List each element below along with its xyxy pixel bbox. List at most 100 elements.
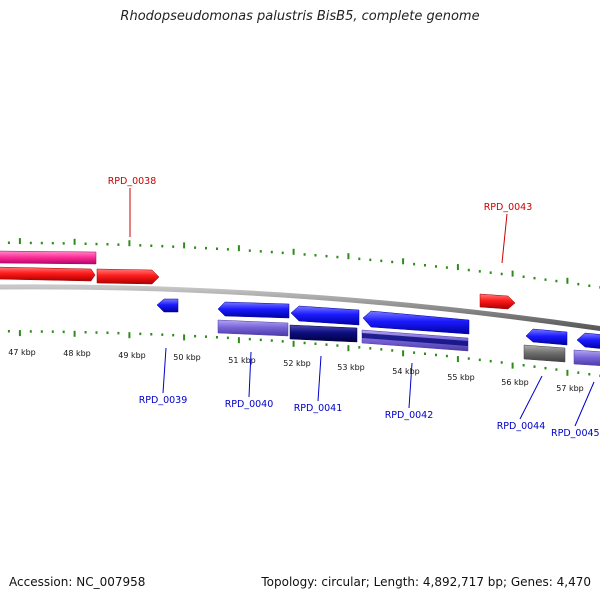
label-leaders	[129, 188, 595, 427]
minor-tick	[303, 341, 306, 345]
kbp-label: 55 kbp	[447, 373, 475, 382]
kbp-label: 53 kbp	[337, 363, 365, 372]
gene-label-reverse[interactable]: RPD_0044	[497, 421, 546, 432]
minor-tick	[445, 354, 448, 358]
major-tick	[347, 345, 350, 352]
major-tick	[183, 334, 186, 341]
minor-tick	[270, 339, 273, 342]
gene-arrow-lavender[interactable]	[217, 319, 289, 337]
gene-arrow-red[interactable]	[0, 266, 96, 282]
gene-arrow-blue[interactable]	[525, 328, 568, 346]
major-tick	[237, 337, 240, 344]
gene-arrow-blue[interactable]	[362, 310, 470, 335]
minor-tick	[62, 242, 65, 245]
minor-tick	[259, 250, 262, 253]
accession-text: Accession: NC_007958	[9, 575, 146, 589]
gene-label-reverse[interactable]: RPD_0042	[385, 410, 434, 421]
major-tick	[292, 340, 295, 347]
gene-label-reverse[interactable]: RPD_0045	[551, 428, 600, 439]
gene-arrow-blue[interactable]	[576, 332, 600, 349]
minor-tick	[161, 333, 164, 336]
genome-backbone	[0, 284, 600, 332]
minor-tick	[281, 340, 284, 343]
minor-tick	[555, 368, 558, 371]
leader-line	[317, 355, 322, 402]
leader-line	[519, 375, 543, 420]
kbp-label: 51 kbp	[228, 356, 256, 365]
minor-tick	[336, 344, 339, 347]
minor-tick	[40, 241, 43, 245]
minor-tick	[194, 334, 197, 338]
minor-tick	[478, 270, 481, 273]
major-tick	[128, 332, 131, 339]
gene-arrow-lavender[interactable]	[573, 349, 600, 366]
minor-tick	[84, 331, 87, 334]
minor-tick	[391, 349, 394, 352]
minor-tick	[248, 337, 251, 341]
gene-arrow-blue[interactable]	[156, 298, 179, 313]
gene-arrow-red[interactable]	[479, 293, 516, 310]
minor-tick	[270, 250, 273, 254]
minor-tick	[467, 357, 470, 360]
major-tick	[566, 277, 569, 284]
kbp-label: 57 kbp	[556, 384, 584, 393]
minor-tick	[51, 241, 54, 245]
gene-arrow-blue[interactable]	[290, 305, 360, 326]
gene-label-reverse[interactable]: RPD_0039	[139, 395, 188, 406]
minor-tick	[424, 352, 426, 355]
minor-tick	[369, 258, 372, 262]
minor-tick	[533, 365, 536, 368]
minor-tick	[533, 276, 536, 280]
minor-tick	[358, 346, 361, 349]
minor-tick	[226, 336, 229, 340]
minor-tick	[325, 254, 328, 258]
gene-label-reverse[interactable]: RPD_0041	[294, 403, 343, 414]
major-tick	[511, 270, 514, 277]
minor-tick	[281, 251, 284, 255]
minor-tick	[172, 333, 175, 337]
gene-label-forward[interactable]: RPD_0043	[484, 202, 533, 213]
minor-tick	[216, 336, 218, 339]
major-tick	[511, 362, 514, 369]
genome-summary-text: Topology: circular; Length: 4,892,717 bp…	[261, 575, 591, 589]
gene-arrow-red[interactable]	[96, 268, 160, 285]
minor-tick	[7, 241, 10, 244]
minor-tick	[314, 254, 317, 257]
gene-arrow-gray[interactable]	[523, 344, 566, 363]
kbp-label: 50 kbp	[173, 353, 201, 362]
minor-tick	[358, 257, 361, 261]
gene-label-forward[interactable]: RPD_0038	[108, 176, 157, 187]
gene-arrow-navy[interactable]	[289, 324, 358, 343]
minor-tick	[216, 247, 218, 250]
minor-tick	[489, 359, 492, 363]
minor-tick	[117, 243, 120, 246]
gene-arrow-blue[interactable]	[217, 301, 290, 319]
major-tick	[566, 369, 569, 376]
kbp-label: 49 kbp	[118, 351, 146, 360]
minor-tick	[424, 264, 426, 267]
minor-tick	[248, 249, 251, 252]
reverse-genes	[156, 298, 600, 366]
inner-tick-ring	[7, 330, 600, 378]
major-tick	[73, 238, 76, 245]
gene-arrow-pink[interactable]	[0, 250, 97, 265]
gene-label-reverse[interactable]: RPD_0040	[225, 399, 274, 410]
minor-tick	[205, 246, 207, 250]
minor-tick	[435, 353, 437, 357]
minor-tick	[150, 244, 153, 247]
minor-tick	[106, 331, 109, 334]
leader-line	[248, 351, 252, 398]
gene-labels: RPD_0038 RPD_0043 RPD_0039 RPD_0040 RPD_…	[108, 176, 600, 439]
minor-tick	[577, 282, 580, 286]
kbp-label: 56 kbp	[501, 378, 529, 387]
major-tick	[402, 350, 405, 357]
minor-tick	[588, 373, 591, 376]
leader-line	[574, 381, 595, 427]
kbp-label: 48 kbp	[63, 349, 91, 358]
gene-arrow-navy[interactable]	[362, 333, 468, 346]
minor-tick	[478, 358, 481, 362]
minor-tick	[205, 335, 207, 338]
minor-tick	[226, 248, 229, 251]
minor-tick	[95, 242, 98, 246]
minor-tick	[577, 371, 580, 374]
